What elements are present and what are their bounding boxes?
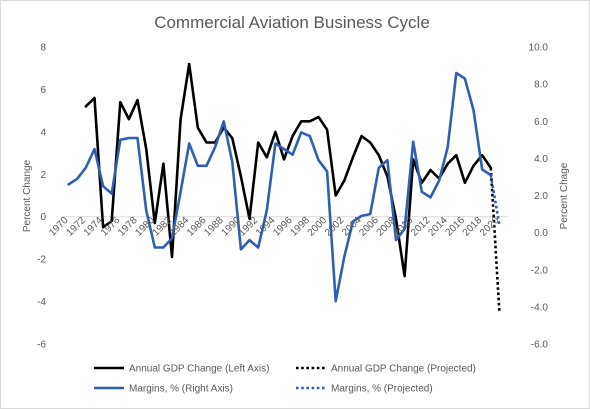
legend-label-annual-gdp-change-left-axis: Annual GDP Change (Left Axis): [129, 364, 269, 375]
y-right-tick-label: 6.0: [534, 117, 548, 128]
legend: Annual GDP Change (Left Axis) Annual GDP …: [94, 364, 476, 395]
series-line-annual-gdp-change-projected: [489, 167, 501, 313]
y-left-tick-label: 4: [40, 127, 46, 138]
left-y-ticks: -6 -4 -2 0 2 4 6 8: [37, 43, 46, 351]
y-left-tick-label: -6: [37, 340, 46, 351]
y-axis-right-label: Percent Chage: [559, 162, 570, 229]
series-line-margins-projected: [489, 174, 501, 226]
series-line-margins-right-axis: [67, 71, 493, 303]
y-left-tick-label: -2: [37, 255, 46, 266]
series-line-annual-gdp-change-left-axis: [84, 62, 493, 278]
y-right-tick-label: -2.0: [531, 265, 549, 276]
legend-label-annual-gdp-change-projected: Annual GDP Change (Projected): [331, 364, 476, 375]
y-right-tick-label: 4.0: [534, 154, 548, 165]
y-right-tick-label: -6.0: [531, 340, 549, 351]
y-right-tick-label: 0.0: [534, 228, 548, 239]
y-left-tick-label: -4: [37, 297, 46, 308]
y-right-tick-label: 10.0: [529, 43, 549, 54]
plot-lines: [67, 62, 501, 313]
chart-title: Commercial Aviation Business Cycle: [154, 13, 430, 32]
y-axis-left-label: Percent Change: [22, 159, 33, 232]
legend-label-margins-projected: Margins, % (Projected): [331, 384, 433, 395]
legend-label-margins-right-axis: Margins, % (Right Axis): [129, 384, 233, 395]
y-right-tick-label: -4.0: [531, 302, 549, 313]
y-right-tick-label: 8.0: [534, 80, 548, 91]
y-left-tick-label: 0: [40, 212, 46, 223]
y-left-tick-label: 2: [40, 170, 46, 181]
right-y-ticks: -6.0 -4.0 -2.0 0.0 2.0 4.0 6.0 8.0 10.0: [529, 43, 549, 351]
y-right-tick-label: 2.0: [534, 191, 548, 202]
x-ticks: 1970197219741976197819801982198419861988…: [47, 215, 502, 239]
y-left-tick-label: 6: [40, 85, 46, 96]
y-left-tick-label: 8: [40, 43, 46, 54]
